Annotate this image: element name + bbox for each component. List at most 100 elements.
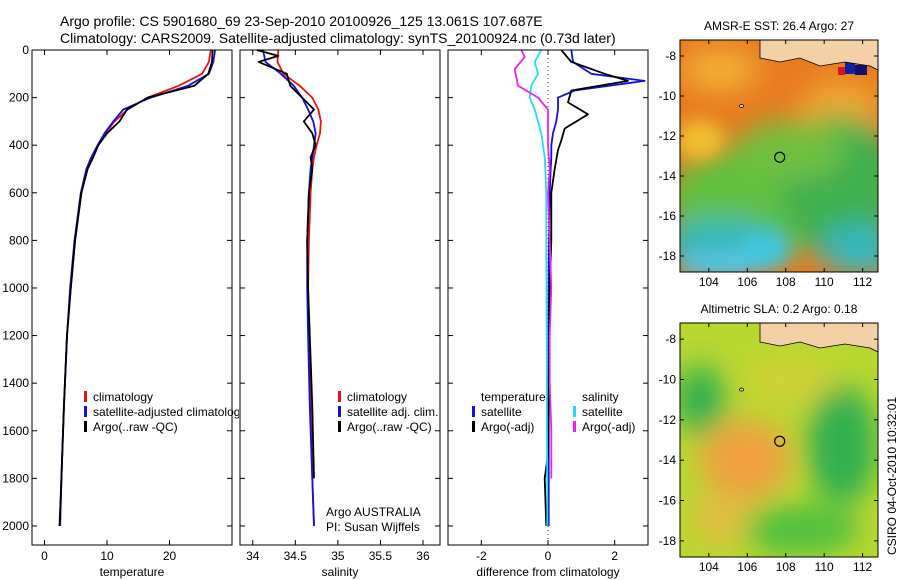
y-tick-label: 400 [9,138,29,152]
x-tick-label: 0 [41,549,48,563]
y-tick-label: 600 [9,186,29,200]
sst_map-title: AMSR-E SST: 26.4 Argo: 27 [704,19,854,33]
sla_map-panel: Altimetric SLA: 0.2 Argo: 0.18 104 106 108 1… [659,302,879,574]
sst_map-frame [679,39,879,273]
x-tick-label: 112 [853,560,872,574]
y-tick-label: -12 [659,129,677,143]
legend-swatch-black [338,421,341,432]
legend-item: satellite adj. clim. [338,405,438,420]
legend-item: Argo(..raw -QC) [338,420,438,435]
x-tick-label: 104 [699,275,719,289]
y-tick-label: -8 [665,332,676,346]
salinity-series-black [256,49,317,479]
x-tick-label: 110 [815,275,834,289]
y-tick-label: 800 [9,233,29,247]
legend-label: climatology [93,390,154,404]
legend-swatch-red [338,391,341,402]
legend-swatch-black [472,421,475,432]
x-tick-label: 106 [737,275,757,289]
legend-label: satellite [582,405,623,419]
x-tick-label: 108 [776,275,796,289]
x-tick-label: -2 [476,549,487,563]
y-tick-label: 1400 [2,376,29,390]
legend-swatch-blue [84,406,87,417]
credit-stamp: CSIRO 04-Oct-2010 10:32:01 [885,396,899,555]
header-line-2: Climatology: CARS2009. Satellite-adjuste… [60,30,616,46]
sst_map-panel: AMSR-E SST: 26.4 Argo: 27 104 106 108 110 112… [659,19,879,289]
y-tick-label: -16 [659,209,677,223]
legend-label: Argo(..raw -QC) [93,420,178,434]
y-tick-label: 1200 [2,329,29,343]
legend-swatch-blue [472,406,475,417]
sst-heatmap [680,40,878,272]
legend-swatch-black [84,421,87,432]
salinity-xlabel: salinity [322,565,359,579]
legend-item: Argo(-adj) [472,420,546,435]
difference-series-cyan [528,49,549,527]
legend-item: Argo(..raw -QC) [84,420,239,435]
annotation-line: Argo AUSTRALIA [326,505,421,519]
y-tick-label: 200 [9,91,29,105]
x-tick-label: 36 [416,549,430,563]
y-tick-label: -14 [659,169,677,183]
y-tick-label: -8 [665,49,676,63]
legend-heading: temperature [481,390,546,404]
legend-item: climatology [84,390,239,405]
y-tick-label: -14 [659,453,677,467]
legend-label: Argo(..raw -QC) [347,420,432,434]
sla_map-frame [679,322,879,558]
x-tick-label: 10 [100,549,114,563]
sla_map-title: Altimetric SLA: 0.2 Argo: 0.18 [701,302,858,316]
header-line-1: Argo profile: CS 5901680_69 23-Sep-2010 … [60,13,543,29]
legend-item: satellite-adjusted climatology [84,405,239,420]
annotation-line: PI: Susan Wijffels [326,520,420,534]
x-tick-label: 34.5 [284,549,308,563]
y-tick-label: -10 [659,372,677,386]
salinity-panel: 34 34.5 35 35.5 36 salinity [239,49,441,579]
temperature-legend: climatology satellite-adjusted climatolo… [84,390,239,435]
legend-label: satellite adj. clim. [347,405,439,419]
legend-swatch-cyan [573,406,576,417]
x-tick-label: 34 [246,549,260,563]
owner-annotation: Argo AUSTRALIA PI: Susan Wijffels [326,505,421,535]
legend-label: climatology [347,390,408,404]
x-tick-label: 110 [815,560,834,574]
y-tick-label: -16 [659,494,677,508]
sla-heatmap [680,323,878,557]
legend-swatch-magenta [573,421,576,432]
island-marker [739,387,744,392]
legend-label: satellite-adjusted climatology [93,405,239,419]
legend-item: satellite [472,405,546,420]
legend-item: satellite [573,405,635,420]
legend-label: Argo(-adj) [582,420,636,434]
y-tick-label: 0 [22,43,29,57]
salinity-legend: climatology satellite adj. clim. Argo(..… [338,390,438,435]
legend-heading: salinity [582,390,619,404]
float-position-marker [774,151,786,163]
y-tick-label: 1600 [2,424,29,438]
y-tick-label: 1800 [2,471,29,485]
y-tick-label: 1000 [2,281,29,295]
island-marker [739,104,744,108]
x-tick-label: 20 [163,549,177,563]
temperature-panel: 0 10 20 temperature 0 200 400 600 800 1000 1200 140… [2,43,233,579]
y-tick-label: -12 [659,413,677,427]
x-tick-label: 0 [545,549,552,563]
x-tick-label: 108 [776,560,796,574]
difference-series-black [543,49,629,527]
y-tick-label: -18 [659,249,677,263]
x-tick-label: 35.5 [369,549,393,563]
x-tick-label: 35 [331,549,345,563]
legend-swatch-red [84,391,87,402]
legend-label: Argo(-adj) [481,420,535,434]
difference-xlabel: difference from climatology [476,565,619,579]
float-position-marker [774,435,786,447]
x-tick-label: 112 [853,275,872,289]
temperature-frame [31,49,233,546]
y-tick-label: -18 [659,534,677,548]
difference-salinity-legend: salinity satellite Argo(-adj) [573,390,635,435]
temperature-xlabel: temperature [100,565,165,579]
legend-item: climatology [338,390,438,405]
